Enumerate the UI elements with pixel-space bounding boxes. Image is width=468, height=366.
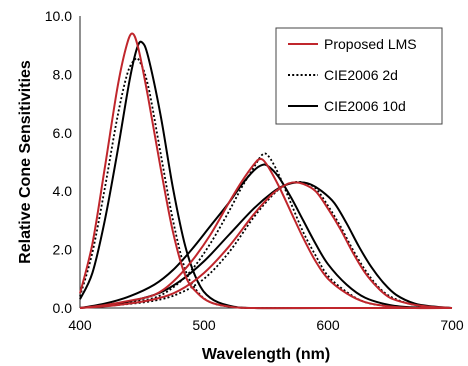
proposed-lms-l-cone-line: [79, 181, 453, 309]
y-tick-label: 6.0: [53, 125, 73, 141]
legend: Proposed LMS CIE2006 2d CIE2006 10d: [275, 27, 443, 125]
plot-area: [79, 16, 453, 310]
legend-label-proposed-lms: Proposed LMS: [324, 36, 417, 52]
cie2006-2d-s-cone-line: [79, 57, 452, 310]
legend-items: Proposed LMS CIE2006 2d CIE2006 10d: [288, 36, 417, 114]
x-axis-title: Wavelength (nm): [202, 346, 330, 363]
y-tick-label: 8.0: [53, 66, 73, 82]
x-tick-label: 600: [316, 317, 340, 333]
y-tick-label: 4.0: [53, 183, 73, 199]
x-tick-label: 700: [440, 317, 464, 333]
x-tick-labels: 400 500 600 700: [68, 317, 464, 333]
y-tick-label: 2.0: [53, 242, 73, 258]
y-tick-labels: 0.0 2.0 4.0 6.0 8.0 10.0: [45, 8, 72, 316]
y-axis-title: Relative Cone Sensitivities: [17, 60, 34, 264]
x-tick-label: 500: [192, 317, 216, 333]
legend-label-cie2006-10d: CIE2006 10d: [324, 98, 406, 114]
y-tick-label: 10.0: [45, 8, 72, 24]
proposed-lms-s-cone-line: [79, 32, 452, 310]
series-layer: [79, 32, 453, 310]
x-tick-label: 400: [68, 317, 92, 333]
legend-label-cie2006-2d: CIE2006 2d: [324, 67, 398, 83]
cie2006-2d-m-cone-line: [79, 152, 453, 310]
y-tick-label: 0.0: [53, 300, 73, 316]
cie2006-10d-m-cone-line: [79, 163, 453, 309]
proposed-lms-m-cone-line: [79, 158, 453, 310]
